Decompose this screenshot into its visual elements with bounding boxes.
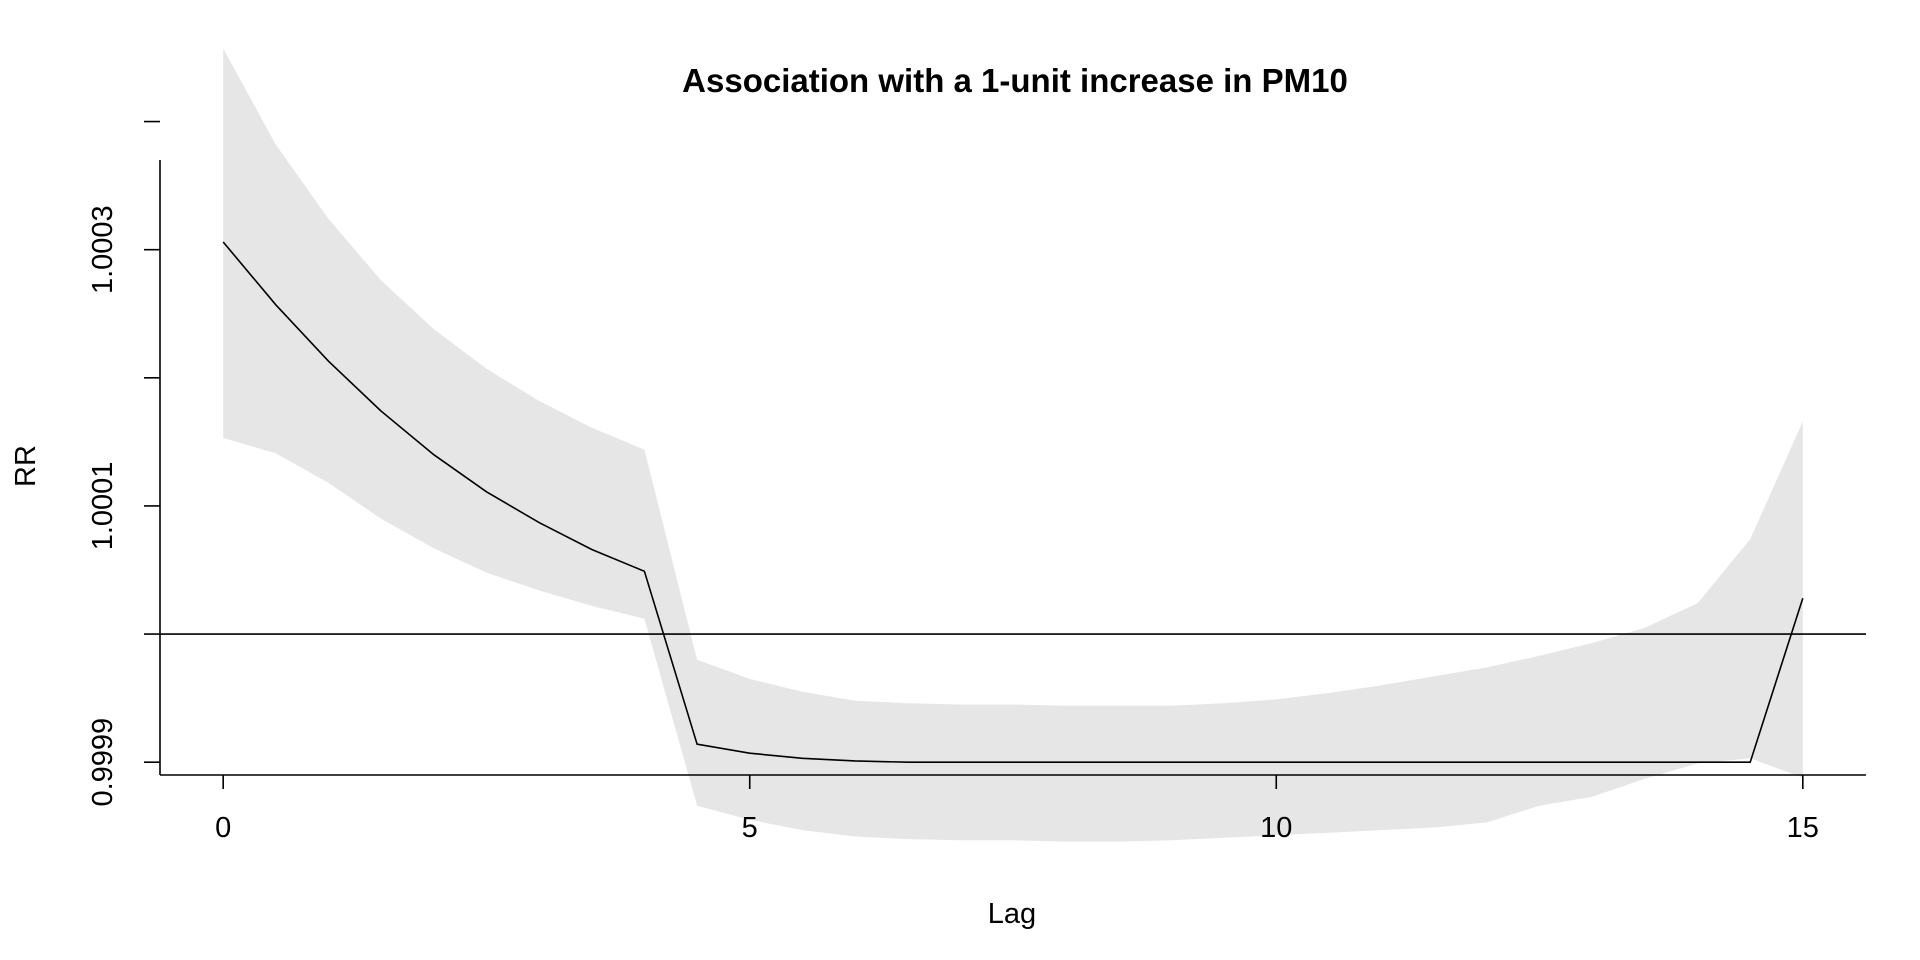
- y-axis-label: RR: [10, 445, 42, 487]
- y-tick-label-4: 1.0003: [87, 205, 119, 294]
- confidence-band: [223, 48, 1803, 842]
- plot-area: 0 5 10 15 0.9999 1.0001 1.0003: [87, 48, 1866, 844]
- y-tick-label-0: 0.9999: [87, 718, 119, 807]
- x-tick-label-3: 15: [1787, 812, 1819, 844]
- x-tick-label-1: 5: [742, 812, 758, 844]
- x-axis-label: Lag: [988, 898, 1036, 930]
- x-tick-label-2: 10: [1260, 812, 1292, 844]
- rr-estimate-line-0: [222, 241, 1804, 764]
- y-tick-label-2: 1.0001: [87, 462, 119, 551]
- x-tick-label-0: 0: [215, 812, 231, 844]
- chart-title: Association with a 1-unit increase in PM…: [682, 62, 1348, 99]
